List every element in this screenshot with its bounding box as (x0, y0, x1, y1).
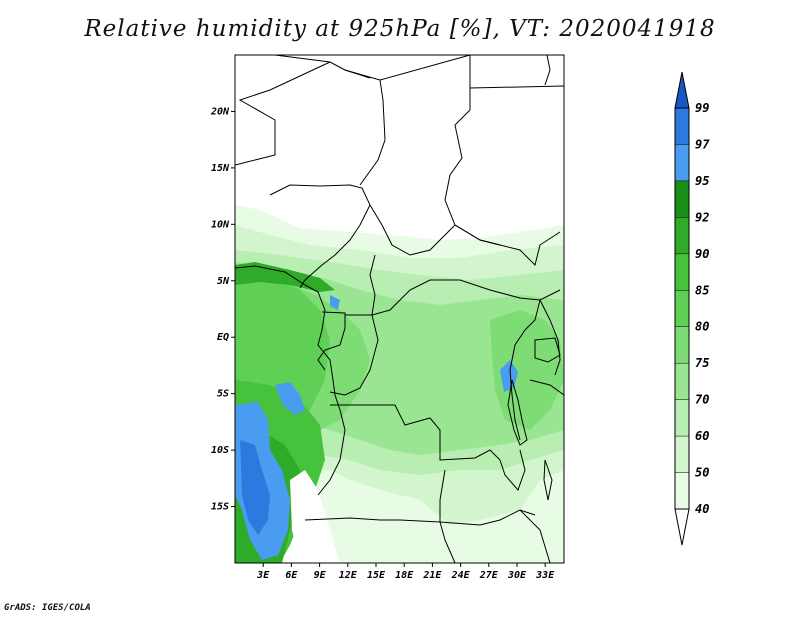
lon-label: 9E (314, 570, 327, 581)
border-mozambique (519, 509, 551, 563)
lat-label: 5S (217, 389, 229, 400)
colorbar-segment (675, 217, 689, 254)
border-gabon (317, 311, 346, 371)
border-zambia-south (439, 509, 536, 526)
colorbar-label: 75 (695, 356, 709, 370)
border-libya-chad (379, 55, 471, 110)
lat-label: 20N (210, 106, 230, 117)
lon-label: 27E (479, 570, 499, 581)
humidity-zone-coast (235, 262, 335, 292)
lon-label: 18E (395, 570, 414, 581)
lon-label: 33E (535, 570, 555, 581)
lake-malawi (543, 459, 553, 501)
lake-tanganyika (507, 379, 528, 446)
border-niger-libya (344, 69, 386, 186)
colorbar-segment (675, 180, 689, 218)
colorbar: 40 50 60 70 75 80 85 90 92 95 97 99 (674, 71, 710, 546)
longitude-labels: 3E 6E 9E 12E 15E 18E 21E 24E 27E 30E 33E (256, 563, 555, 581)
colorbar-segment (675, 253, 689, 291)
colorbar-segment (675, 144, 689, 181)
colorbar-label: 50 (695, 466, 709, 480)
humidity-field (235, 55, 564, 563)
country-borders (235, 55, 564, 563)
border-chad-car (369, 204, 481, 256)
lon-label: 30E (507, 570, 527, 581)
border-uganda-kenya (539, 299, 561, 376)
colorbar-label: 95 (695, 174, 709, 188)
border-nigeria-cameroon (269, 184, 371, 289)
lat-label: 10S (211, 445, 229, 456)
lon-label: 15E (367, 570, 386, 581)
map-title: Relative humidity at 925hPa [%], VT: 202… (84, 16, 716, 42)
colorbar-max-arrow (674, 71, 690, 109)
colorbar-segment (675, 436, 689, 473)
colorbar-segment (675, 108, 689, 145)
map-frame (234, 54, 565, 564)
lat-label: 5N (217, 276, 230, 287)
border-nigeria-niger (235, 61, 331, 166)
coastline-west (235, 265, 346, 496)
lat-label: 15S (211, 502, 229, 513)
humidity-patch-1 (275, 382, 305, 415)
colorbar-label: 40 (695, 502, 709, 516)
border-egypt-sudan (469, 85, 564, 89)
dry-zone-south (290, 470, 340, 563)
lon-label: 6E (285, 570, 298, 581)
humidity-zone-97 (240, 440, 270, 535)
border-drc-angola (330, 404, 501, 461)
colorbar-segment (675, 472, 689, 509)
colorbar-segment (675, 399, 689, 437)
colorbar-segment (675, 290, 689, 327)
lon-label: 24E (451, 570, 471, 581)
footer-credit: GrADS: IGES/COLA (4, 603, 91, 613)
border-car-drc (371, 279, 561, 316)
colorbar-label: 70 (695, 393, 709, 407)
colorbar-segment (675, 326, 689, 364)
border-angola-namibia (304, 469, 446, 523)
colorbar-label: 80 (695, 320, 709, 334)
colorbar-min-arrow (674, 508, 690, 546)
lon-label: 3E (256, 570, 270, 581)
colorbar-label: 90 (695, 247, 709, 261)
humidity-patch-3 (330, 295, 340, 310)
latitude-labels: 20N 15N 10N 5N EQ 5S 10S 15S (210, 106, 235, 513)
colorbar-label: 97 (695, 137, 710, 151)
lat-label: EQ (217, 332, 229, 343)
border-drc-zambia (499, 449, 526, 491)
colorbar-label: 60 (695, 429, 709, 443)
coastline-east (544, 55, 551, 86)
border-botswana (439, 521, 456, 563)
border-sudan-southsudan (479, 231, 561, 266)
colorbar-segment (675, 363, 689, 400)
lat-label: 15N (211, 163, 230, 174)
colorbar-label: 99 (695, 101, 709, 115)
lon-label: 12E (339, 570, 358, 581)
lon-label: 21E (422, 570, 442, 581)
colorbar-label: 92 (695, 210, 709, 224)
lake-victoria (534, 337, 561, 363)
border-tanzania (529, 379, 564, 396)
border-drc-east (509, 299, 541, 441)
border-cameroon-car (345, 254, 376, 316)
colorbar-label: 85 (695, 283, 709, 297)
border-congo-drc (329, 314, 379, 396)
lat-label: 10N (211, 219, 230, 230)
